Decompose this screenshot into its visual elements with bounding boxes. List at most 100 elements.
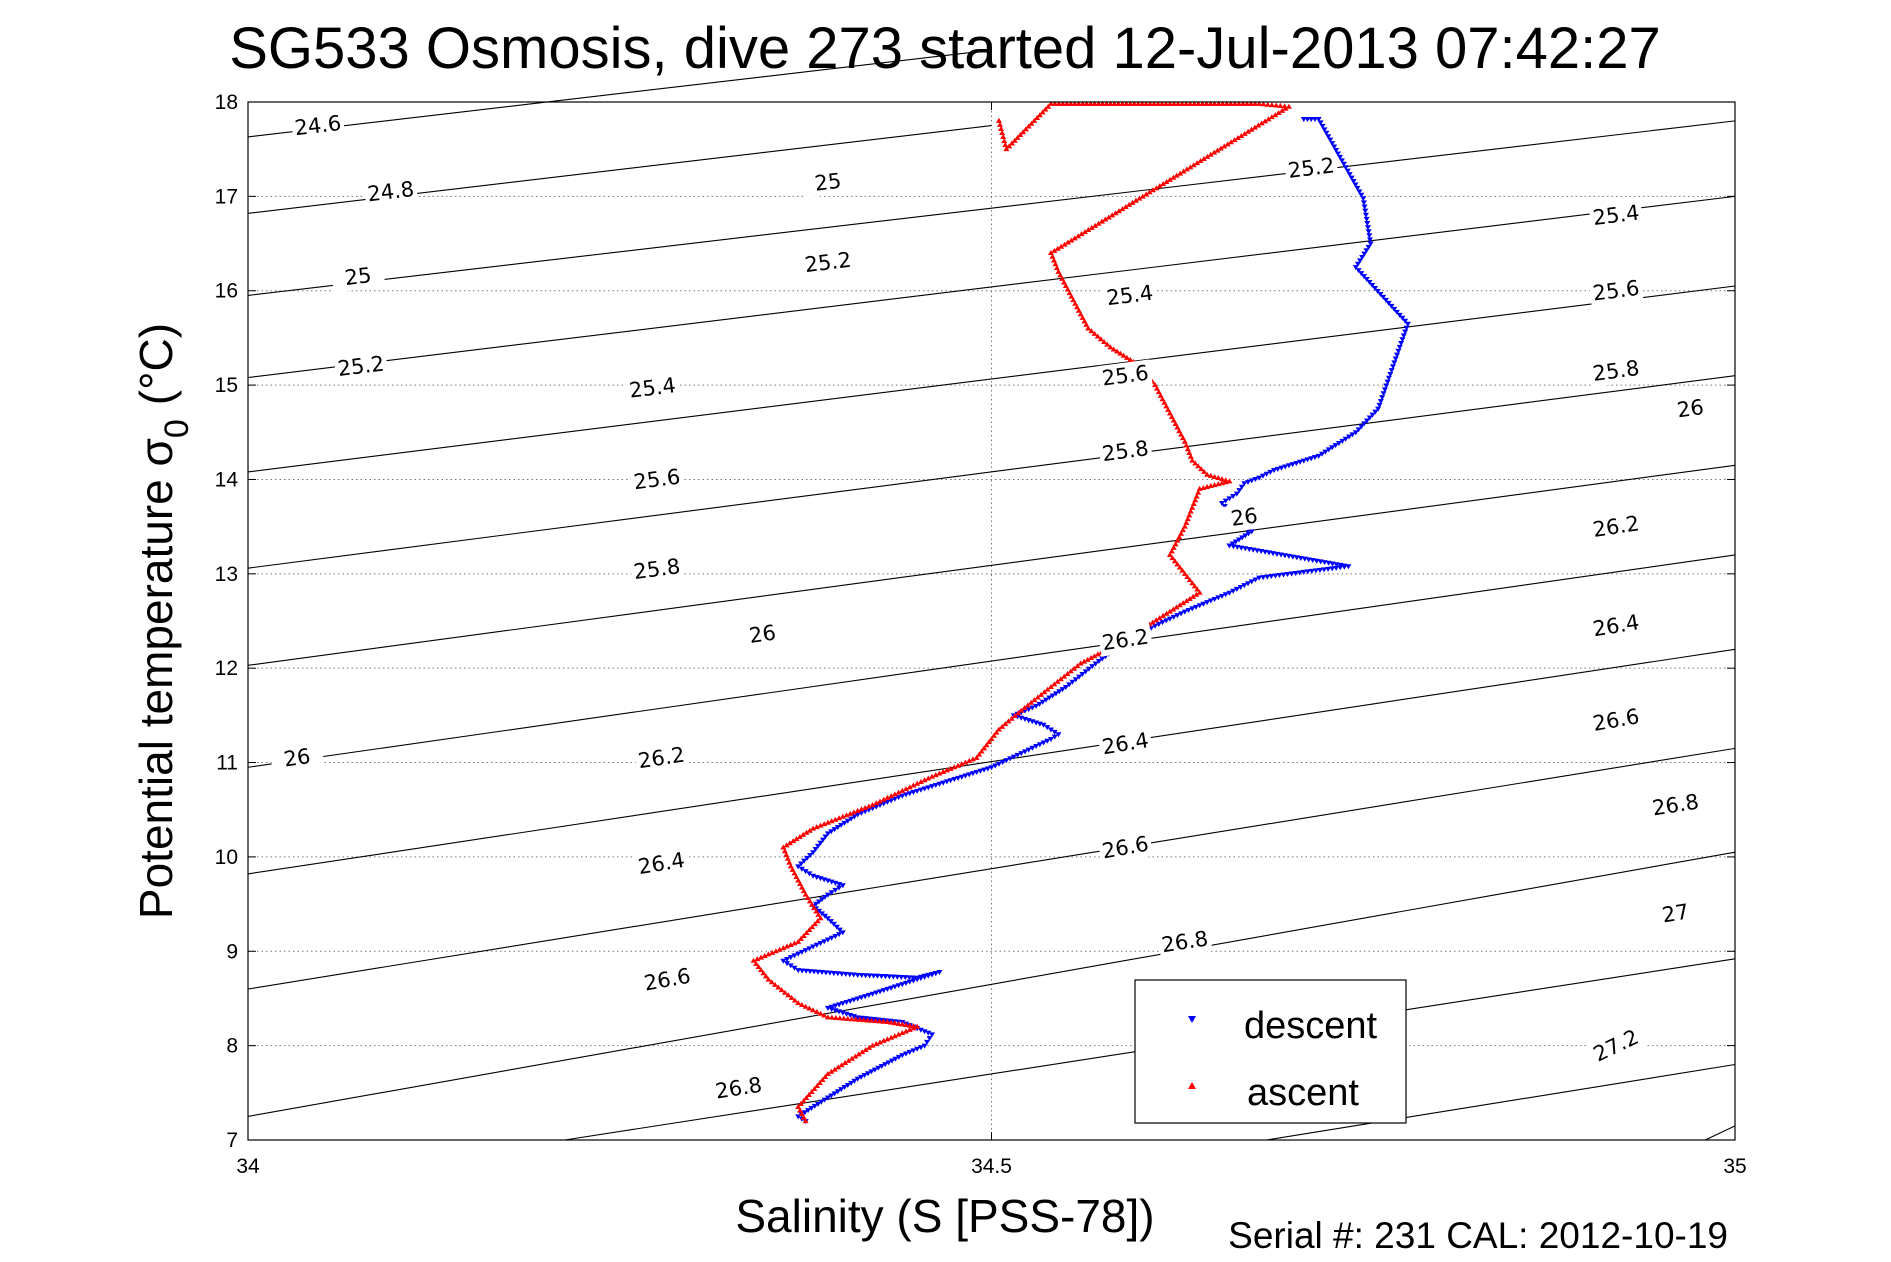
point-ascent: [795, 938, 802, 944]
point-ascent: [793, 873, 800, 879]
point-ascent: [839, 813, 846, 819]
point-ascent: [1179, 435, 1186, 441]
point-descent: [828, 890, 835, 896]
contour-label-bg: [800, 246, 856, 279]
point-ascent: [1122, 204, 1129, 210]
point-ascent: [783, 852, 790, 858]
point-descent: [1358, 424, 1365, 430]
point-ascent: [1066, 290, 1073, 296]
point-descent: [816, 899, 823, 905]
point-ascent: [1204, 153, 1211, 159]
point-descent: [1025, 747, 1032, 753]
point-ascent: [1104, 341, 1111, 347]
point-ascent: [1223, 100, 1230, 106]
point-ascent: [769, 949, 776, 955]
point-ascent: [1231, 100, 1238, 106]
point-descent: [1242, 533, 1249, 539]
point-descent: [892, 1056, 899, 1062]
point-ascent: [891, 1033, 898, 1039]
point-ascent: [1168, 413, 1175, 419]
y-tick-label: 13: [215, 563, 238, 586]
point-ascent: [1136, 195, 1143, 201]
point-descent: [1047, 727, 1054, 733]
point-descent: [914, 1046, 921, 1052]
point-ascent: [962, 759, 969, 765]
point-ascent: [785, 992, 792, 998]
point-ascent: [1186, 512, 1193, 518]
series-descent: [780, 116, 1411, 1125]
point-descent: [824, 937, 831, 943]
point-descent: [1346, 172, 1353, 178]
point-ascent: [850, 809, 857, 815]
point-ascent: [1105, 214, 1112, 220]
point-ascent: [790, 838, 797, 844]
point-descent: [1366, 233, 1373, 239]
point-ascent: [1005, 718, 1012, 724]
point-descent: [1163, 618, 1170, 624]
contour-label-bg: [1647, 896, 1704, 931]
contour-label-25.6: 25.6: [632, 465, 681, 495]
point-ascent: [910, 782, 917, 788]
point-descent: [818, 911, 825, 917]
point-descent: [818, 897, 825, 903]
point-descent: [1033, 703, 1040, 709]
contour-line-27.2: [1705, 1125, 1736, 1141]
point-descent: [816, 908, 823, 914]
contour-label-bg: [1588, 509, 1644, 544]
point-ascent: [809, 924, 816, 930]
legend-label-descent: descent: [1244, 1005, 1378, 1047]
point-descent: [1357, 258, 1364, 264]
point-ascent: [866, 1044, 873, 1050]
point-descent: [1391, 360, 1398, 366]
point-descent: [902, 1051, 909, 1057]
point-descent: [821, 939, 828, 945]
point-ascent: [1047, 100, 1054, 106]
point-descent: [806, 946, 813, 952]
contour-label-bg: [633, 846, 690, 881]
point-ascent: [806, 1091, 813, 1097]
point-descent: [1322, 449, 1329, 455]
point-descent: [1204, 600, 1211, 606]
point-ascent: [783, 842, 790, 848]
point-descent: [1362, 208, 1369, 214]
point-descent: [844, 818, 851, 824]
point-ascent: [1149, 187, 1156, 193]
point-ascent: [798, 1111, 805, 1117]
point-ascent: [1139, 100, 1146, 106]
point-ascent: [1146, 189, 1153, 195]
point-ascent: [899, 1021, 906, 1027]
point-ascent: [1098, 218, 1105, 224]
point-ascent: [1256, 100, 1263, 106]
point-ascent: [1055, 100, 1062, 106]
x-tick-label: 34.5: [971, 1155, 1012, 1178]
point-ascent: [1219, 100, 1226, 106]
point-ascent: [1239, 100, 1246, 106]
point-ascent: [800, 888, 807, 894]
contour-label-25.2: 25.2: [1287, 153, 1336, 182]
point-ascent: [1260, 101, 1267, 107]
contour-labels: 24.6 24.8 25 25 25.2 25.2 25.2 25.4 25.4 25.4 25.6…: [269, 109, 1718, 1105]
point-descent: [1379, 395, 1386, 401]
point-descent: [1377, 291, 1384, 297]
point-ascent: [1183, 519, 1190, 525]
point-ascent: [1179, 567, 1186, 573]
point-ascent: [1047, 249, 1054, 255]
point-ascent: [1184, 573, 1191, 579]
point-ascent: [1077, 311, 1084, 317]
point-ascent: [1078, 231, 1085, 237]
point-descent: [807, 853, 814, 859]
point-ascent: [1074, 304, 1081, 310]
point-ascent: [786, 840, 793, 846]
point-ascent: [1201, 468, 1208, 474]
point-ascent: [1190, 500, 1197, 506]
contour-label-bg: [333, 350, 389, 383]
point-descent: [795, 968, 802, 974]
point-ascent: [1041, 689, 1048, 695]
point-descent: [836, 932, 843, 938]
point-ascent: [796, 833, 803, 839]
point-descent: [999, 759, 1006, 765]
point-ascent: [1196, 589, 1203, 595]
x-axis-label: Salinity (S [PSS-78]): [735, 1190, 1154, 1242]
point-descent: [810, 944, 817, 950]
point-ascent: [1187, 164, 1194, 170]
